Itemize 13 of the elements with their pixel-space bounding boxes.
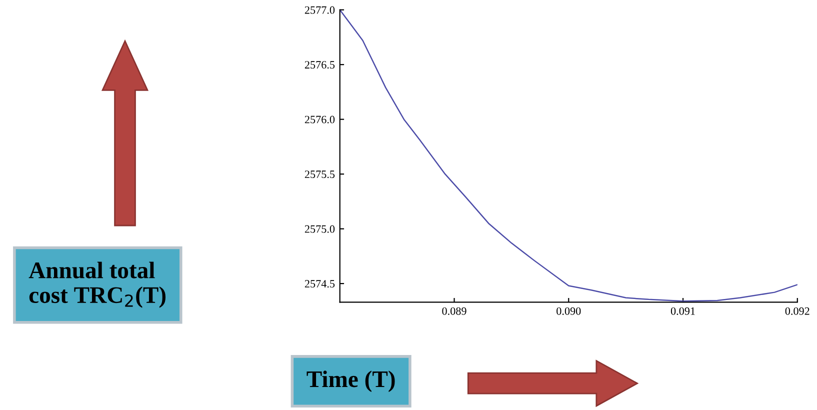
line-series xyxy=(340,10,798,302)
x-tick-label: 0.089 xyxy=(442,307,466,315)
y-tick-label: 2575.0 xyxy=(304,225,335,233)
y-tick-label: 2576.0 xyxy=(304,116,335,124)
x-tick-label: 0.091 xyxy=(670,307,695,315)
y-tick-label: 2577.0 xyxy=(304,6,335,14)
text: Time (T) xyxy=(306,370,395,392)
x-tick-label: 0.092 xyxy=(785,307,810,315)
y-tick-label: 2575.5 xyxy=(304,170,335,178)
x-tick-label: 0.090 xyxy=(556,307,581,315)
text: Annual total cost TRC$_{2}$(T) xyxy=(28,262,166,308)
y-tick-label: 2574.5 xyxy=(304,280,335,288)
y-tick-label: 2576.5 xyxy=(304,61,335,69)
